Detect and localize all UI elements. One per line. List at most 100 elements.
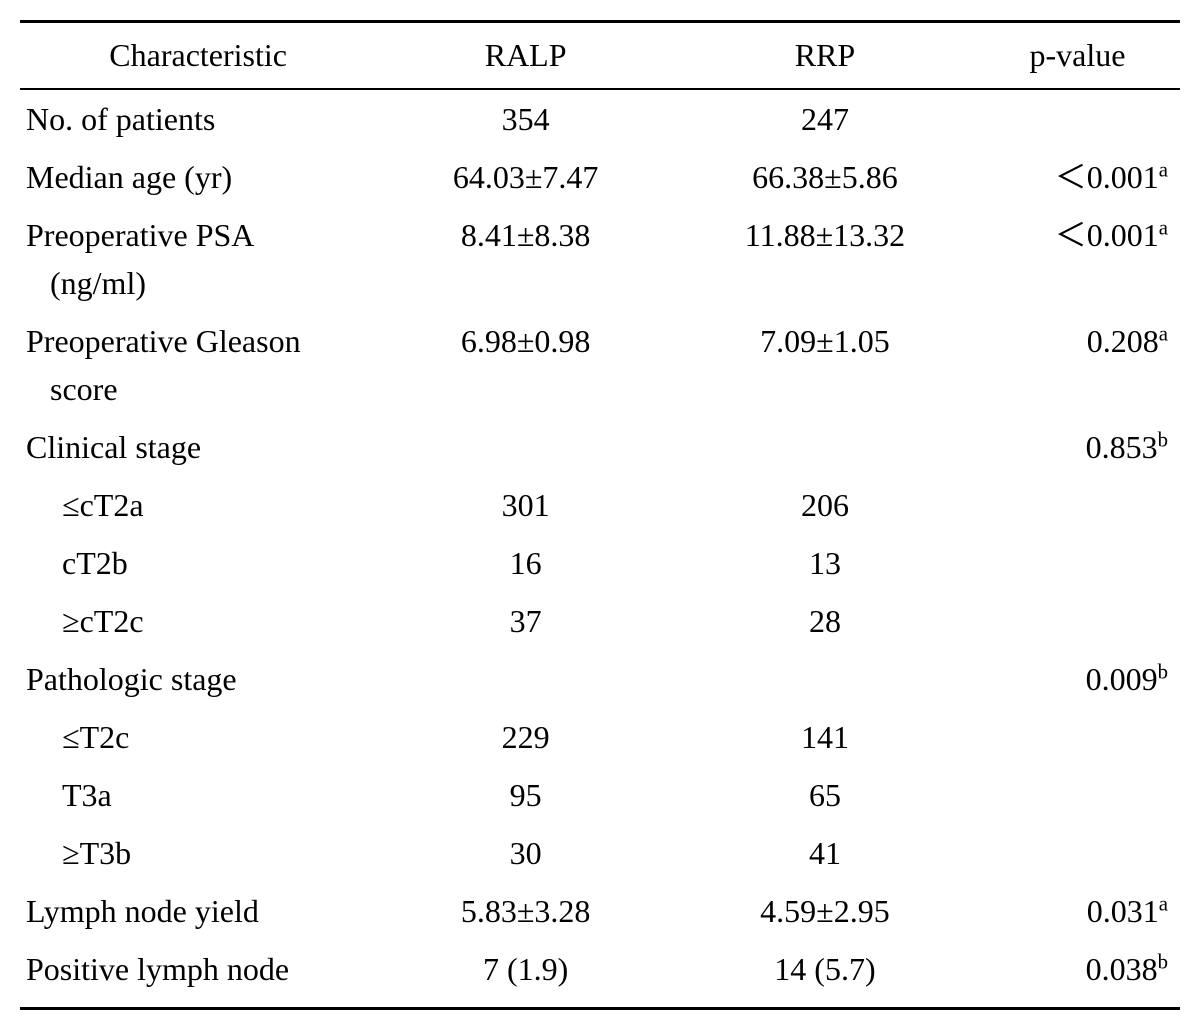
table-row: Pathologic stage 0.009b — [20, 650, 1180, 708]
cell-rrp: 11.88±13.32 — [675, 206, 975, 312]
table-row: Preoperative PSA (ng/ml)8.41±8.3811.88±13… — [20, 206, 1180, 312]
cell-characteristic: Median age (yr) — [20, 148, 376, 206]
table-row: Lymph node yield 5.83±3.284.59±2.95 0.031a — [20, 882, 1180, 940]
table-row: No. of patients 354247 — [20, 89, 1180, 148]
col-header-characteristic: Characteristic — [20, 22, 376, 90]
row-label: Preoperative Gleason — [26, 323, 301, 359]
cell-pvalue — [975, 708, 1180, 766]
cell-pvalue — [975, 534, 1180, 592]
table-row: Clinical stage 0.853b — [20, 418, 1180, 476]
cell-rrp: 4.59±2.95 — [675, 882, 975, 940]
table-body: No. of patients 354247 Median age (yr) 64.0… — [20, 89, 1180, 1007]
pvalue-superscript: b — [1158, 428, 1168, 451]
cell-characteristic: ≥T3b — [20, 824, 376, 882]
pvalue-superscript: b — [1158, 660, 1168, 683]
row-label: Median age (yr) — [26, 159, 232, 195]
row-label: ≥cT2c — [26, 597, 144, 645]
cell-rrp — [675, 418, 975, 476]
pvalue-text: 0.031 — [1087, 893, 1159, 929]
cell-ralp: 37 — [376, 592, 675, 650]
cell-rrp: 7.09±1.05 — [675, 312, 975, 418]
cell-ralp: 8.41±8.38 — [376, 206, 675, 312]
table-header-row: Characteristic RALP RRP p-value — [20, 22, 1180, 90]
table-row: Preoperative Gleason score6.98±0.987.09±1… — [20, 312, 1180, 418]
col-header-ralp: RALP — [376, 22, 675, 90]
pvalue-text: ＜0.001 — [1055, 159, 1159, 195]
cell-rrp: 66.38±5.86 — [675, 148, 975, 206]
cell-pvalue — [975, 476, 1180, 534]
cell-characteristic: Lymph node yield — [20, 882, 376, 940]
cell-characteristic: ≤cT2a — [20, 476, 376, 534]
row-label: Positive lymph node — [26, 951, 289, 987]
cell-rrp: 13 — [675, 534, 975, 592]
cell-pvalue — [975, 89, 1180, 148]
cell-ralp: 64.03±7.47 — [376, 148, 675, 206]
table-row: ≤cT2a 301206 — [20, 476, 1180, 534]
cell-rrp: 28 — [675, 592, 975, 650]
pvalue-text: 0.853 — [1086, 429, 1158, 465]
row-label-cont: (ng/ml) — [26, 259, 370, 307]
cell-ralp — [376, 650, 675, 708]
cell-rrp — [675, 650, 975, 708]
cell-rrp: 206 — [675, 476, 975, 534]
row-label: Clinical stage — [26, 429, 201, 465]
cell-characteristic: No. of patients — [20, 89, 376, 148]
cell-ralp: 301 — [376, 476, 675, 534]
row-label: Preoperative PSA — [26, 217, 254, 253]
row-label: Pathologic stage — [26, 661, 237, 697]
table-row: T3a 9565 — [20, 766, 1180, 824]
row-label: Lymph node yield — [26, 893, 259, 929]
pvalue-text: 0.009 — [1086, 661, 1158, 697]
cell-pvalue: ＜0.001a — [975, 206, 1180, 312]
cell-rrp: 141 — [675, 708, 975, 766]
cell-characteristic: Pathologic stage — [20, 650, 376, 708]
cell-ralp: 5.83±3.28 — [376, 882, 675, 940]
row-label: ≤T2c — [26, 713, 129, 761]
pvalue-text: 0.038 — [1086, 951, 1158, 987]
cell-characteristic: ≥cT2c — [20, 592, 376, 650]
cell-pvalue: ＜0.001a — [975, 148, 1180, 206]
table-row: ≤T2c 229141 — [20, 708, 1180, 766]
cell-pvalue: 0.009b — [975, 650, 1180, 708]
pvalue-superscript: a — [1159, 158, 1168, 181]
table-row: cT2b 1613 — [20, 534, 1180, 592]
cell-ralp: 354 — [376, 89, 675, 148]
cell-ralp: 6.98±0.98 — [376, 312, 675, 418]
cell-characteristic: cT2b — [20, 534, 376, 592]
cell-rrp: 65 — [675, 766, 975, 824]
pvalue-text: 0.208 — [1087, 323, 1159, 359]
cell-pvalue — [975, 766, 1180, 824]
pvalue-superscript: a — [1159, 892, 1168, 915]
table-row: Median age (yr)64.03±7.4766.38±5.86＜0.00… — [20, 148, 1180, 206]
row-label: ≥T3b — [26, 829, 131, 877]
row-label: T3a — [26, 771, 112, 819]
pvalue-superscript: b — [1158, 950, 1168, 973]
cell-pvalue — [975, 592, 1180, 650]
row-label: No. of patients — [26, 101, 215, 137]
table-row: ≥T3b3041 — [20, 824, 1180, 882]
col-header-rrp: RRP — [675, 22, 975, 90]
cell-characteristic: T3a — [20, 766, 376, 824]
cell-ralp: 229 — [376, 708, 675, 766]
row-label: ≤cT2a — [26, 481, 144, 529]
pvalue-text: ＜0.001 — [1055, 217, 1159, 253]
cell-characteristic: Clinical stage — [20, 418, 376, 476]
cell-ralp — [376, 418, 675, 476]
table: Characteristic RALP RRP p-value No. of p… — [20, 20, 1180, 1007]
cell-rrp: 41 — [675, 824, 975, 882]
cell-pvalue — [975, 824, 1180, 882]
table-bottom-rule — [20, 1007, 1180, 1010]
cell-ralp: 95 — [376, 766, 675, 824]
cell-characteristic: ≤T2c — [20, 708, 376, 766]
cell-rrp: 247 — [675, 89, 975, 148]
row-label-cont: score — [26, 365, 370, 413]
cell-ralp: 16 — [376, 534, 675, 592]
cell-pvalue: 0.208a — [975, 312, 1180, 418]
pvalue-superscript: a — [1159, 322, 1168, 345]
table-row: ≥cT2c 3728 — [20, 592, 1180, 650]
row-label: cT2b — [26, 539, 128, 587]
data-table: Characteristic RALP RRP p-value No. of p… — [20, 20, 1180, 1010]
pvalue-superscript: a — [1159, 216, 1168, 239]
col-header-pvalue: p-value — [975, 22, 1180, 90]
cell-characteristic: Preoperative PSA (ng/ml) — [20, 206, 376, 312]
